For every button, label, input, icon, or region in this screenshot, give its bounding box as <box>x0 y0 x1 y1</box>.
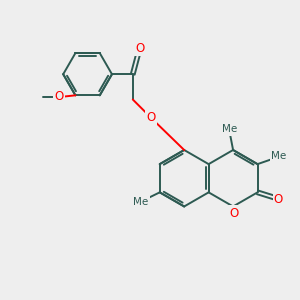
Text: Me: Me <box>134 197 148 207</box>
Text: O: O <box>274 193 283 206</box>
Text: O: O <box>147 111 156 124</box>
Text: Me: Me <box>271 151 286 161</box>
Text: Me: Me <box>223 124 238 134</box>
Text: O: O <box>229 206 238 220</box>
Text: O: O <box>135 42 144 55</box>
Text: O: O <box>54 90 64 103</box>
